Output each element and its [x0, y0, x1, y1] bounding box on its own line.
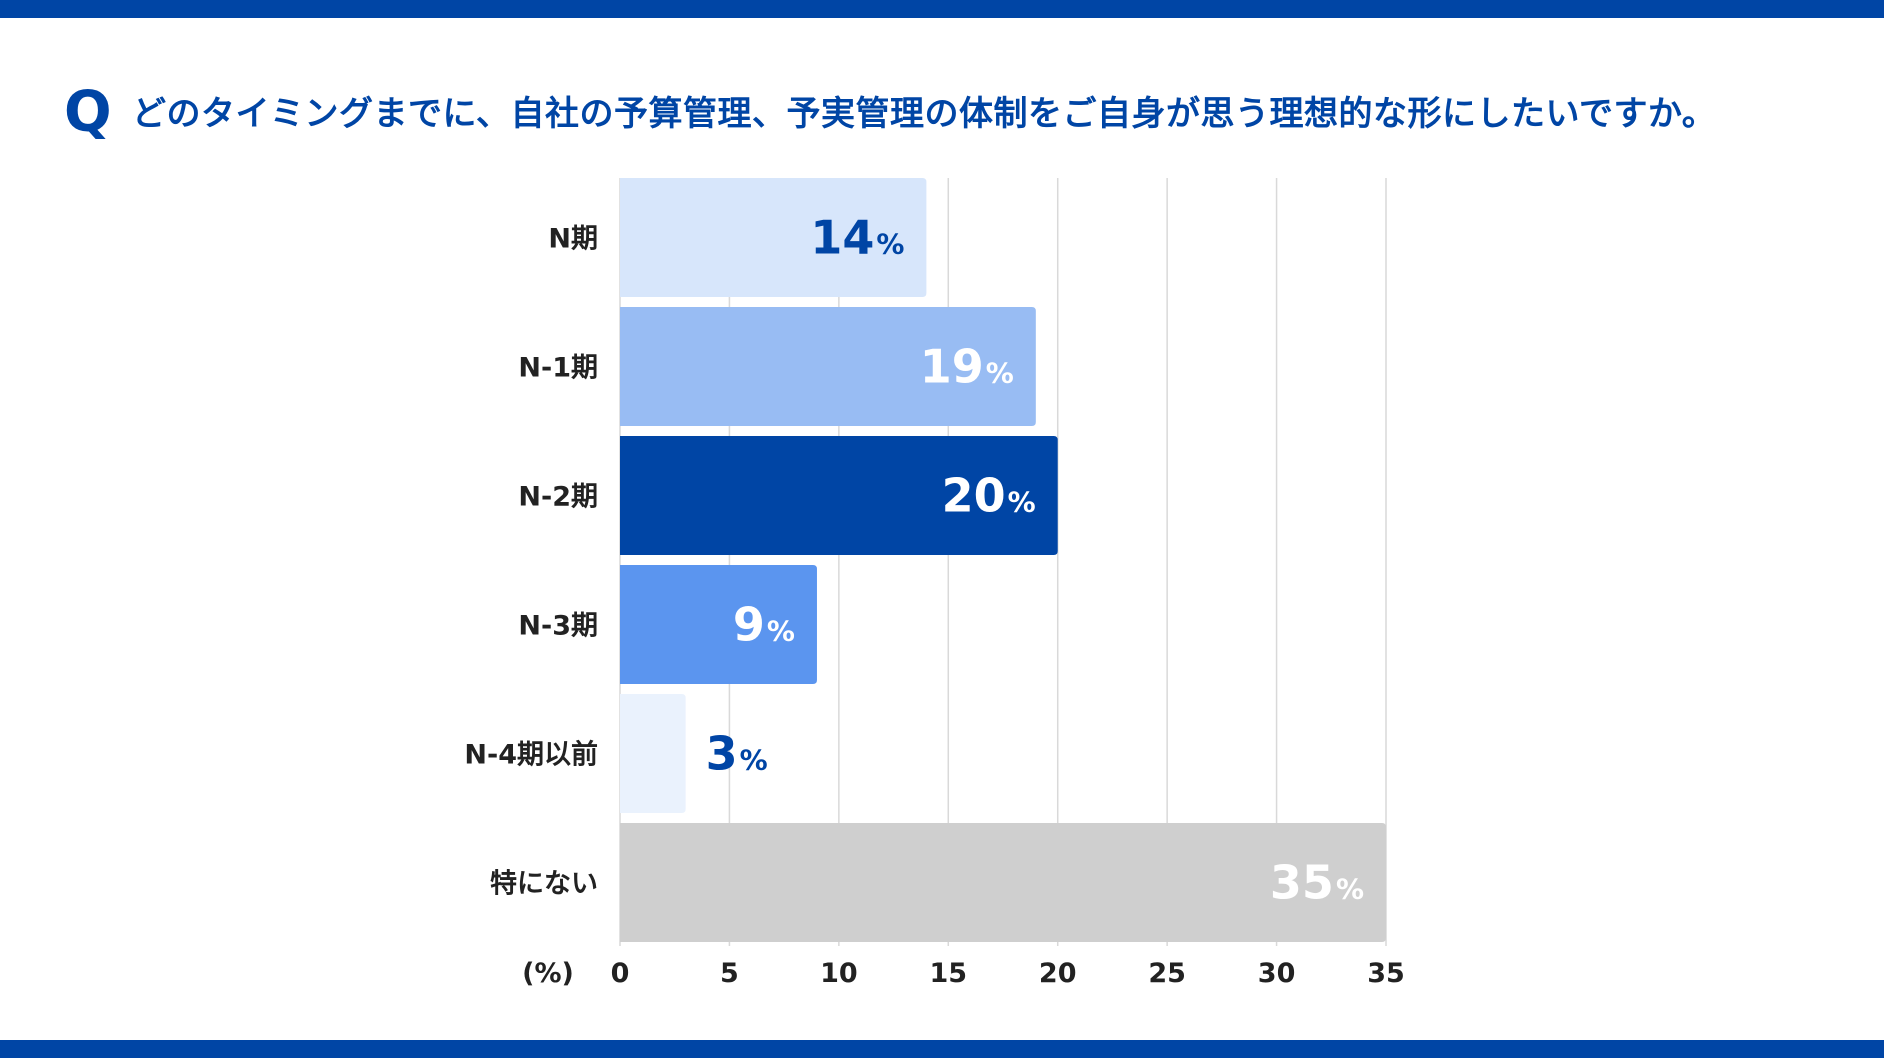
question-mark-label: Q [64, 80, 112, 145]
category-label: 特にない [490, 869, 598, 900]
bar [620, 694, 686, 813]
question-title: どのタイミングまでに、自社の予算管理、予実管理の体制をご自身が思う理想的な形にし… [132, 94, 1717, 134]
category-label: N-4期以前 [464, 739, 598, 771]
x-tick-label: 15 [929, 958, 967, 989]
data-label: 35% [1270, 856, 1364, 910]
bar [620, 823, 1386, 942]
data-label: 9% [733, 598, 795, 652]
data-label: 14% [810, 211, 904, 265]
bottom-accent-bar [0, 1040, 1884, 1058]
x-axis-unit-label: (%) [522, 958, 574, 989]
category-label: N期 [548, 224, 598, 255]
data-label: 19% [920, 340, 1014, 394]
grid-lines [619, 178, 1387, 946]
x-tick-label: 20 [1039, 958, 1077, 989]
x-axis-ticks: 0 5 10 15 20 25 30 35 [611, 958, 1405, 989]
bars: 14% 19% 20% 9% 3% 35% [620, 178, 1386, 942]
x-tick-label: 5 [720, 958, 739, 989]
bar [620, 307, 1036, 426]
top-accent-bar [0, 0, 1884, 18]
x-tick-label: 35 [1367, 958, 1405, 989]
bar [620, 436, 1058, 555]
x-tick-label: 0 [611, 958, 630, 989]
data-label: 3% [706, 727, 768, 781]
data-label: 20% [942, 469, 1036, 523]
category-label: N-1期 [518, 353, 598, 384]
x-tick-label: 10 [820, 958, 858, 989]
x-tick-label: 30 [1258, 958, 1296, 989]
category-label: N-3期 [518, 611, 598, 642]
x-tick-label: 25 [1148, 958, 1186, 989]
bar [620, 565, 817, 684]
category-label: N-2期 [518, 482, 598, 513]
bar [620, 178, 927, 297]
